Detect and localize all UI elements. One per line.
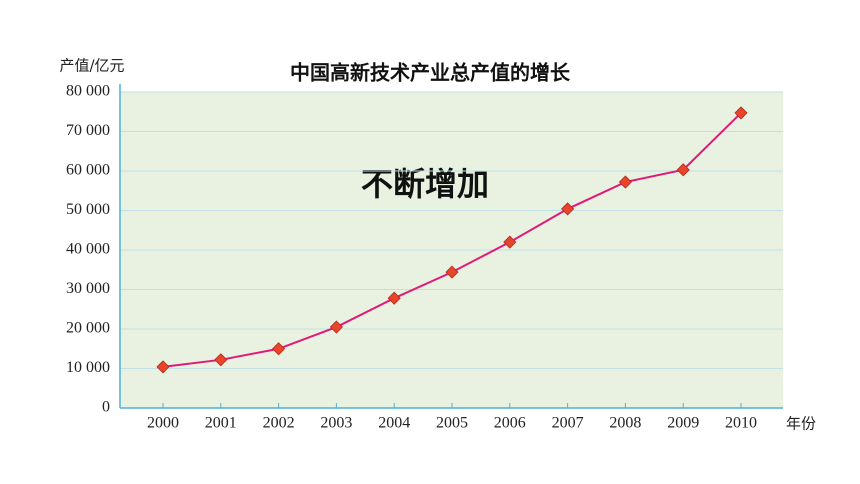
x-axis-label: 年份 (786, 415, 816, 433)
y-tick-label: 60 000 (66, 162, 110, 179)
y-tick-label: 40 000 (66, 241, 110, 258)
y-tick-label: 30 000 (66, 280, 110, 297)
x-tick-label: 2005 (436, 415, 468, 432)
y-tick-label: 80 000 (66, 83, 110, 100)
x-tick-label: 2000 (147, 415, 179, 432)
x-tick-label: 2010 (725, 415, 757, 432)
x-tick-label: 2003 (320, 415, 352, 432)
x-tick-label: 2004 (378, 415, 410, 432)
y-tick-label: 70 000 (66, 122, 110, 139)
y-axis-label: 产值/亿元 (59, 57, 124, 75)
data-point (618, 175, 632, 189)
data-point (272, 342, 286, 356)
data-point (156, 360, 170, 374)
y-tick-label: 0 (102, 399, 110, 416)
x-tick-label: 2009 (667, 415, 699, 432)
data-point (676, 163, 690, 177)
chart-title: 中国高新技术产业总产值的增长 (290, 61, 571, 85)
data-point (503, 235, 517, 249)
data-point (734, 106, 748, 120)
data-point (561, 202, 575, 216)
x-tick-label: 2002 (263, 415, 295, 432)
x-tick-label: 2006 (494, 415, 526, 432)
x-tick-label: 2008 (609, 415, 641, 432)
data-point (387, 291, 401, 305)
y-tick-label: 20 000 (66, 320, 110, 337)
x-tick-label: 2007 (552, 415, 584, 432)
data-point (445, 265, 459, 279)
data-point (214, 353, 228, 367)
y-tick-label: 50 000 (66, 201, 110, 218)
data-point (329, 320, 343, 334)
x-tick-label: 2001 (205, 415, 237, 432)
y-tick-label: 10 000 (66, 359, 110, 376)
